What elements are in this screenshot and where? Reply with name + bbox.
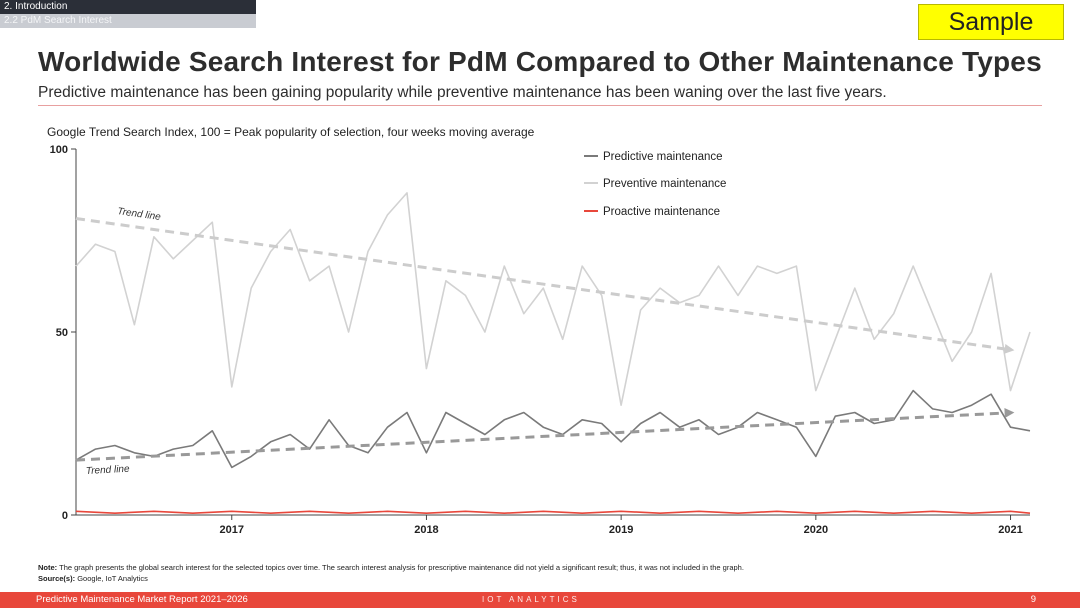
note-text: The graph presents the global search int… [59, 563, 744, 572]
x-tick-label: 2021 [998, 524, 1022, 536]
trend-line-label-predictive: Trend line [86, 464, 131, 477]
trend-line [75, 411, 1007, 462]
source-label: Source(s): [38, 574, 76, 583]
footer-brand-logo: IOT ANALYTICS [482, 595, 580, 604]
series-line-predictive [75, 389, 1031, 469]
trend-line [75, 217, 1007, 351]
y-tick-label: 100 [50, 144, 68, 156]
breadcrumb-section: 2. Introduction [0, 0, 256, 14]
x-tick-label: 2018 [414, 524, 438, 536]
y-tick-label: 50 [56, 327, 68, 339]
title-divider [38, 105, 1042, 106]
y-tick-label: 0 [62, 510, 68, 522]
trend-line-label-preventive: Trend line [117, 206, 162, 223]
page-number: 9 [1030, 594, 1036, 605]
page-title: Worldwide Search Interest for PdM Compar… [38, 46, 1042, 77]
search-interest-chart: 0 50 100 2017 2018 2019 2020 2021 Trend line Tren… [50, 144, 1031, 536]
trend-arrowhead [1004, 344, 1015, 354]
note-label: Note: [38, 563, 58, 572]
sample-badge: Sample [918, 4, 1064, 40]
source-text: Google, IoT Analytics [77, 574, 148, 583]
series-line-preventive [75, 192, 1031, 406]
legend-label-preventive: Preventive maintenance [603, 178, 726, 190]
x-tick-label: 2017 [220, 524, 244, 536]
footer-report-title: Predictive Maintenance Market Report 202… [36, 594, 248, 605]
footnote-source: Source(s): Google, IoT Analytics [38, 574, 148, 583]
legend-label-proactive: Proactive maintenance [603, 206, 720, 218]
footer-bar: Predictive Maintenance Market Report 202… [0, 592, 1080, 608]
page-subtitle: Predictive maintenance has been gaining … [38, 84, 887, 101]
breadcrumb-subsection: 2.2 PdM Search Interest [0, 14, 256, 28]
legend-label-predictive: Predictive maintenance [603, 151, 723, 163]
chart-note: Google Trend Search Index, 100 = Peak po… [47, 125, 535, 139]
x-tick-label: 2019 [609, 524, 633, 536]
footnote-note: Note: The graph presents the global sear… [38, 563, 744, 572]
x-tick-label: 2020 [804, 524, 828, 536]
series-line-proactive [75, 510, 1031, 514]
trend-arrowhead [1004, 408, 1015, 418]
